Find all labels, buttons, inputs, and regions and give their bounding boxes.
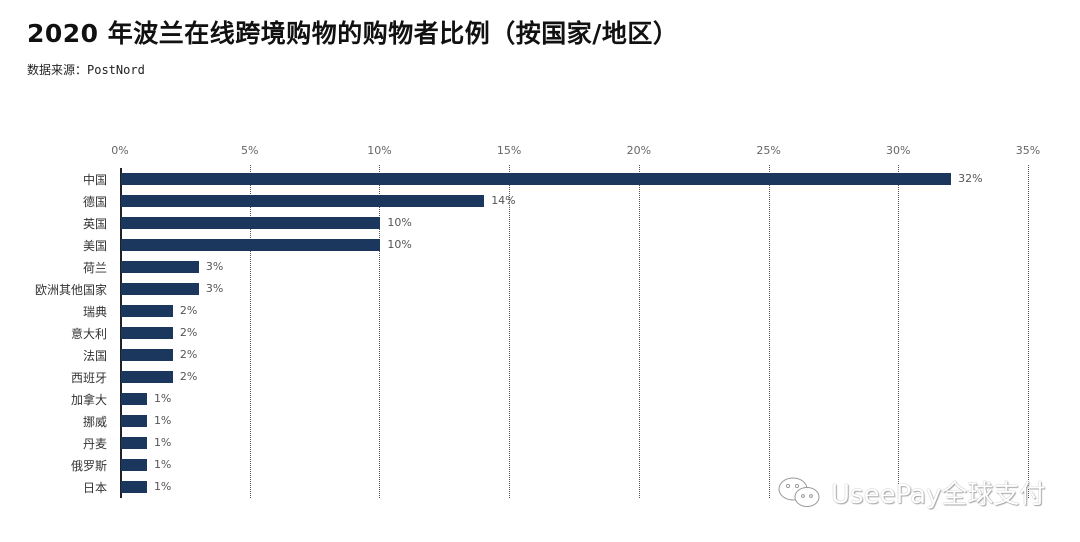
category-label: 德国	[82, 195, 107, 209]
category-label: 瑞典	[82, 305, 107, 319]
value-label: 3%	[205, 282, 224, 295]
gridline	[509, 165, 511, 498]
value-label: 2%	[179, 370, 198, 383]
category-label: 丹麦	[82, 437, 107, 451]
bar	[121, 481, 147, 493]
value-label: 1%	[153, 392, 172, 405]
chart-title: 2020 年波兰在线跨境购物的购物者比例（按国家/地区）	[27, 19, 679, 48]
x-tick-label: 30%	[886, 144, 911, 157]
x-tick-label: 25%	[756, 144, 781, 157]
bar	[121, 195, 485, 207]
value-label: 3%	[205, 260, 224, 273]
category-label: 挪威	[82, 415, 107, 429]
bar	[121, 371, 173, 383]
value-label: 14%	[491, 194, 516, 207]
x-tick-label: 35%	[1015, 144, 1041, 157]
chart-source: 数据来源：PostNord	[27, 63, 145, 77]
x-tick-label: 10%	[367, 144, 392, 157]
watermark: UseePay全球支付	[775, 474, 1045, 511]
gridline	[638, 165, 640, 498]
gridline	[249, 165, 251, 498]
gridline	[1028, 165, 1029, 498]
value-label: 1%	[153, 458, 172, 471]
bar	[121, 217, 381, 229]
wechat-icon	[778, 477, 820, 507]
bar	[121, 327, 173, 339]
bar	[121, 393, 147, 405]
bar	[121, 305, 173, 317]
bar	[121, 283, 199, 295]
value-label: 2%	[179, 348, 198, 361]
category-label: 意大利	[70, 327, 107, 341]
value-label: 10%	[387, 238, 412, 251]
value-label: 2%	[179, 326, 198, 339]
bar	[121, 437, 147, 449]
category-label: 日本	[82, 481, 107, 495]
category-label: 西班牙	[70, 371, 107, 385]
bar	[121, 415, 147, 427]
category-label: 美国	[82, 239, 107, 253]
value-label: 10%	[387, 216, 412, 229]
category-label: 加拿大	[70, 393, 107, 407]
x-tick-label: 5%	[240, 144, 259, 157]
x-tick-label: 20%	[626, 144, 652, 157]
value-label: 2%	[179, 304, 198, 317]
category-label: 中国	[82, 173, 107, 187]
category-label: 欧洲其他国家	[34, 283, 107, 297]
value-label: 1%	[153, 414, 172, 427]
category-label: 荷兰	[82, 261, 107, 275]
bar	[121, 173, 952, 185]
value-label: 32%	[958, 172, 983, 185]
value-label: 1%	[153, 436, 172, 449]
gridline	[768, 165, 770, 498]
bar	[121, 239, 381, 251]
category-label: 俄罗斯	[70, 459, 107, 473]
watermark-text: UseePay全球支付	[831, 480, 1046, 510]
bar	[121, 459, 147, 471]
gridline	[379, 165, 381, 498]
bar	[121, 261, 199, 273]
gridline	[898, 165, 900, 498]
category-label: 法国	[82, 349, 107, 363]
value-label: 1%	[153, 480, 172, 493]
bar	[121, 349, 173, 361]
x-tick-label: 15%	[496, 144, 522, 157]
category-label: 英国	[82, 217, 107, 231]
x-tick-label: 0%	[111, 144, 129, 157]
